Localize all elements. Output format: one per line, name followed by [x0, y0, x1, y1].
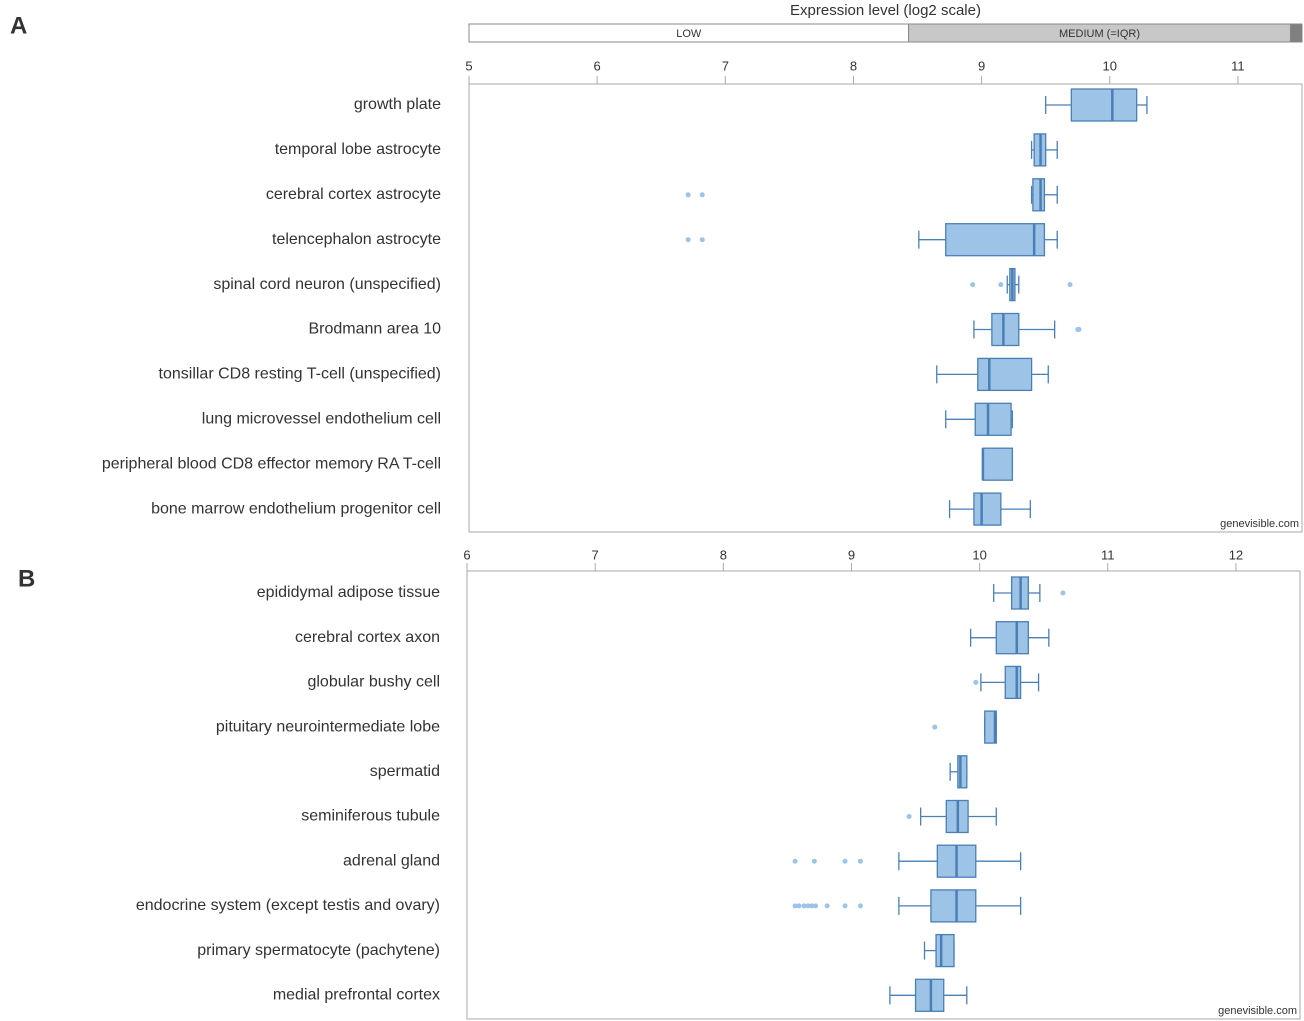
outlier	[811, 858, 817, 864]
x-tick-label: 8	[720, 547, 727, 562]
x-tick-label: 9	[848, 547, 855, 562]
category-label: telencephalon astrocyte	[272, 231, 441, 248]
box	[930, 889, 977, 923]
x-tick-label: 11	[1101, 547, 1115, 562]
outlier	[699, 192, 705, 198]
outlier	[801, 903, 807, 909]
outlier	[813, 903, 819, 909]
box	[991, 312, 1020, 347]
outlier	[842, 858, 848, 864]
category-label: spinal cord neuron (unspecified)	[213, 276, 441, 293]
x-tick-label: 9	[978, 58, 985, 73]
box	[973, 492, 1002, 526]
category-label: cerebral cortex astrocyte	[266, 186, 441, 203]
x-tick-label: 10	[1103, 58, 1117, 73]
category-label: pituitary neurointermediate lobe	[216, 718, 440, 735]
outlier	[857, 858, 863, 864]
box	[1032, 178, 1046, 212]
category-label: bone marrow endothelium progenitor cell	[151, 500, 441, 517]
scale-band-label: MEDIUM (=IQR)	[1059, 28, 1140, 40]
outlier	[805, 903, 811, 909]
outlier	[932, 724, 938, 730]
outlier	[842, 903, 848, 909]
category-label: seminiferous tubule	[301, 808, 440, 825]
scale-band-label: LOW	[676, 28, 702, 40]
box	[945, 223, 1046, 257]
panel-label: A	[10, 12, 27, 39]
box	[995, 621, 1029, 655]
x-tick-label: 12	[1229, 547, 1243, 562]
box	[1070, 88, 1138, 122]
x-tick-label: 8	[850, 58, 857, 73]
category-label: globular bushy cell	[307, 674, 440, 691]
outlier	[824, 903, 830, 909]
x-tick-label: 10	[972, 547, 986, 562]
outlier	[906, 814, 912, 819]
outlier	[685, 192, 691, 198]
category-label: adrenal gland	[343, 852, 440, 869]
outlier	[998, 282, 1004, 288]
outlier	[792, 903, 798, 909]
outlier	[973, 679, 979, 685]
box	[957, 755, 968, 789]
category-label: primary spermatocyte (pachytene)	[197, 942, 440, 959]
panel-label: B	[18, 565, 35, 592]
x-tick-label: 5	[465, 58, 472, 73]
category-label: tonsillar CD8 resting T-cell (unspecifie…	[159, 366, 441, 383]
outlier	[1067, 282, 1073, 288]
box	[914, 978, 945, 1012]
x-tick-label: 6	[594, 58, 601, 73]
watermark: genevisible.com	[1218, 1005, 1297, 1017]
outlier	[796, 903, 802, 909]
category-label: peripheral blood CD8 effector memory RA …	[102, 455, 441, 472]
category-label: epididymal adipose tissue	[257, 584, 440, 601]
category-label: cerebral cortex axon	[295, 629, 440, 646]
x-tick-label: 6	[463, 547, 470, 562]
outlier	[1076, 327, 1082, 332]
category-label: growth plate	[354, 96, 441, 113]
box	[982, 447, 1014, 481]
x-tick-label: 7	[722, 58, 729, 73]
outlier	[970, 282, 976, 288]
outlier	[809, 903, 815, 909]
category-label: temporal lobe astrocyte	[275, 141, 441, 158]
outlier	[699, 237, 705, 243]
category-label: Brodmann area 10	[308, 321, 441, 338]
outlier	[1060, 590, 1066, 596]
box	[1004, 665, 1022, 700]
category-label: spermatid	[370, 763, 440, 780]
box	[977, 357, 1033, 392]
plot-frame	[468, 83, 1303, 533]
x-tick-label: 11	[1231, 58, 1245, 73]
scale-title: Expression level (log2 scale)	[790, 2, 981, 19]
outlier	[792, 858, 798, 864]
watermark: genevisible.com	[1220, 518, 1299, 530]
outlier	[685, 237, 691, 243]
category-label: lung microvessel endothelium cell	[202, 411, 441, 428]
box	[974, 402, 1012, 436]
plot-frame	[466, 570, 1301, 1020]
scale-band	[1289, 23, 1303, 43]
outlier	[857, 903, 863, 909]
box	[984, 710, 997, 744]
x-tick-label: 7	[592, 547, 599, 562]
category-label: medial prefrontal cortex	[273, 987, 440, 1004]
category-label: endocrine system (except testis and ovar…	[136, 897, 440, 914]
box	[935, 933, 955, 968]
